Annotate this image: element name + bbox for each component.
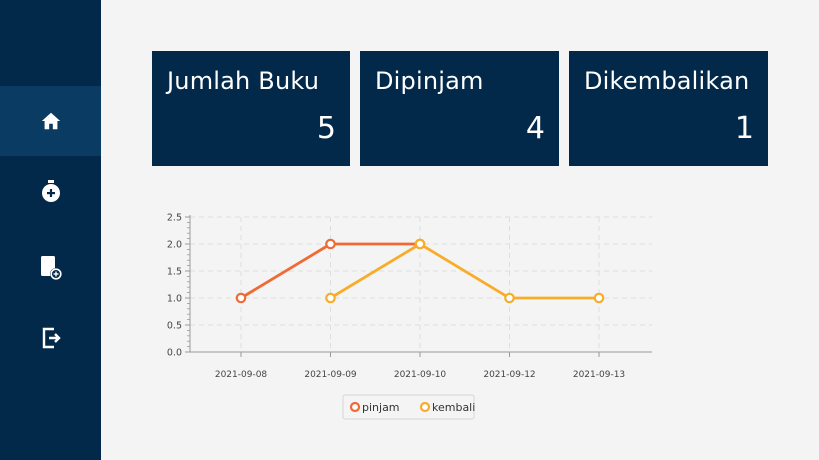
- card-title: Dikembalikan: [584, 67, 750, 95]
- card-jumlah-buku: Jumlah Buku 5: [152, 51, 350, 166]
- data-point-kembali: [504, 292, 515, 304]
- legend-box: [342, 394, 475, 420]
- data-point-kembali: [325, 292, 336, 304]
- x-tick-label: 2021-09-08: [215, 370, 268, 380]
- legend-label-pinjam: pinjam: [362, 401, 400, 414]
- sidebar-item-logout[interactable]: [0, 303, 101, 373]
- x-tick-label: 2021-09-13: [573, 370, 625, 380]
- add-circle-icon: [41, 180, 60, 202]
- x-tick-label: 2021-09-09: [304, 370, 357, 380]
- y-tick-label: 0.0: [167, 348, 182, 359]
- sidebar-item-add-book[interactable]: [0, 233, 101, 303]
- legend-marker-pinjam: [349, 401, 361, 413]
- home-icon: [41, 112, 60, 130]
- y-tick-label: 0.5: [167, 321, 182, 332]
- card-dipinjam: Dipinjam 4: [360, 51, 559, 166]
- data-point-pinjam: [235, 292, 247, 304]
- x-tick-label: 2021-09-12: [483, 370, 535, 380]
- card-title: Jumlah Buku: [167, 67, 320, 95]
- y-tick-label: 2.5: [167, 213, 182, 224]
- x-tick-label: 2021-09-10: [394, 370, 447, 380]
- line-chart: 0.0 0.5 1.0 1.5 2.0 2.5 2021-09-08 2021-09-09 20…: [167, 213, 652, 420]
- add-book-icon: [40, 256, 62, 280]
- data-point-pinjam: [325, 238, 336, 250]
- sidebar-item-home[interactable]: [0, 86, 101, 156]
- y-tick-label: 1.5: [167, 267, 182, 278]
- data-point-kembali: [593, 292, 605, 304]
- sidebar-item-add[interactable]: [0, 156, 101, 226]
- legend-label-kembali: kembali: [432, 401, 475, 414]
- card-value: 5: [316, 111, 336, 146]
- card-value: 1: [734, 111, 754, 146]
- sidebar: [0, 0, 101, 460]
- y-tick-label: 1.0: [167, 294, 182, 305]
- legend-marker-kembali: [419, 401, 431, 413]
- y-tick-label: 2.0: [167, 240, 182, 251]
- card-value: 4: [525, 111, 545, 146]
- series-line-kembali: [329, 242, 599, 300]
- card-dikembalikan: Dikembalikan 1: [569, 51, 768, 166]
- card-title: Dipinjam: [375, 67, 484, 95]
- data-point-kembali: [414, 238, 426, 250]
- logout-icon: [42, 327, 61, 349]
